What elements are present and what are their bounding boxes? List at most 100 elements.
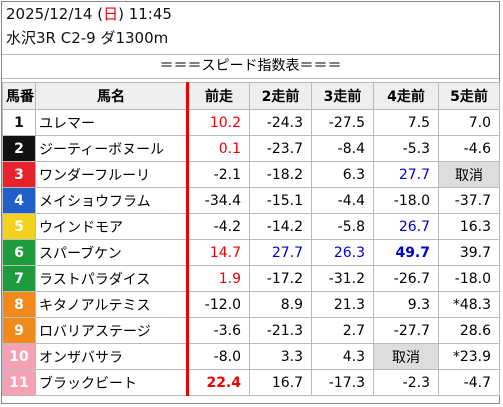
horse-number: 10	[2, 343, 36, 370]
horse-row: 7 ラストパラダイス 1.9 -17.2 -31.2 -26.7 -18.0	[2, 265, 500, 292]
speed-index: -17.2	[249, 265, 312, 292]
speed-index: 4.3	[311, 343, 374, 370]
speed-index: -15.1	[249, 187, 312, 214]
speed-index: 取消	[438, 161, 500, 188]
horse-number: 2	[2, 135, 36, 162]
horse-name: キタノアルテミス	[35, 291, 188, 318]
speed-index: -34.4	[186, 187, 250, 214]
speed-index: -18.0	[373, 187, 439, 214]
date: 2025/12/14 (	[6, 5, 104, 23]
speed-index: -3.6	[186, 317, 250, 344]
horse-name: ウインドモア	[35, 213, 188, 240]
horse-name: スパーブケン	[35, 239, 188, 266]
horse-number: 4	[2, 187, 36, 214]
speed-index: -37.7	[438, 187, 500, 214]
horse-name: ロバリアステージ	[35, 317, 188, 344]
speed-index: 26.7	[373, 213, 439, 240]
speed-index: 21.3	[311, 291, 374, 318]
speed-index: 8.9	[249, 291, 312, 318]
table-title: ＝＝＝スピード指数表＝＝＝	[2, 54, 499, 79]
horse-row: 11 ブラックビート 22.4 16.7 -17.3 -2.3 -4.7	[2, 369, 500, 396]
speed-index: -2.3	[373, 369, 439, 396]
speed-index: -23.7	[249, 135, 312, 162]
speed-index: -18.0	[438, 265, 500, 292]
speed-index: 1.9	[186, 265, 250, 292]
horse-number: 11	[2, 369, 36, 396]
column-header: 馬名	[35, 82, 188, 110]
race-info: 水沢3R C2-9 ダ1300m	[6, 29, 169, 47]
column-header: 2走前	[249, 82, 312, 110]
horse-row: 8 キタノアルテミス -12.0 8.9 21.3 9.3 *48.3	[2, 291, 500, 318]
horse-number: 9	[2, 317, 36, 344]
speed-index: *23.9	[438, 343, 500, 370]
speed-index: 2.7	[311, 317, 374, 344]
speed-index: -8.0	[186, 343, 250, 370]
speed-index: 49.7	[373, 239, 439, 266]
speed-index: -4.2	[186, 213, 250, 240]
speed-index: -2.1	[186, 161, 250, 188]
horse-name: ジーティーボヌール	[35, 135, 188, 162]
column-header: 4走前	[373, 82, 439, 110]
horse-row: 6 スパーブケン 14.7 27.7 26.3 49.7 39.7	[2, 239, 500, 266]
speed-index: 39.7	[438, 239, 500, 266]
speed-index: 16.7	[249, 369, 312, 396]
column-header: 馬番	[2, 82, 36, 110]
horse-number: 3	[2, 161, 36, 188]
horse-name: ワンダーフルーリ	[35, 161, 188, 188]
speed-index: -27.7	[373, 317, 439, 344]
horse-row: 2 ジーティーボヌール 0.1 -23.7 -8.4 -5.3 -4.6	[2, 135, 500, 162]
speed-table: 馬番 馬名 前走 2走前 3走前 4走前 5走前 1 ユレマー 10.2 -24.3 -27.5 7.…	[2, 82, 500, 396]
horse-row: 9 ロバリアステージ -3.6 -21.3 2.7 -27.7 28.6	[2, 317, 500, 344]
speed-index: -4.6	[438, 135, 500, 162]
column-header: 3走前	[311, 82, 374, 110]
horse-row: 5 ウインドモア -4.2 -14.2 -5.8 26.7 16.3	[2, 213, 500, 240]
horse-row: 3 ワンダーフルーリ -2.1 -18.2 6.3 27.7 取消	[2, 161, 500, 188]
speed-index: -21.3	[249, 317, 312, 344]
speed-index: -26.7	[373, 265, 439, 292]
speed-index: 14.7	[186, 239, 250, 266]
speed-index: 27.7	[373, 161, 439, 188]
speed-index: 28.6	[438, 317, 500, 344]
date-line: 2025/12/14 (日) 11:45	[2, 2, 499, 26]
column-header: 5走前	[438, 82, 500, 110]
time: ) 11:45	[118, 5, 172, 23]
speed-index: 9.3	[373, 291, 439, 318]
horse-row: 4 メイショウフラム -34.4 -15.1 -4.4 -18.0 -37.7	[2, 187, 500, 214]
speed-index: 6.3	[311, 161, 374, 188]
speed-index: 26.3	[311, 239, 374, 266]
speed-index: *48.3	[438, 291, 500, 318]
speed-index: 27.7	[249, 239, 312, 266]
speed-index: -8.4	[311, 135, 374, 162]
weekday: 日	[103, 5, 119, 23]
horse-name: ユレマー	[35, 109, 188, 136]
horse-number: 5	[2, 213, 36, 240]
speed-index: 7.0	[438, 109, 500, 136]
speed-index: -24.3	[249, 109, 312, 136]
horse-number: 1	[2, 109, 36, 136]
horse-number: 7	[2, 265, 36, 292]
speed-index: 0.1	[186, 135, 250, 162]
speed-index: -4.4	[311, 187, 374, 214]
speed-index: 22.4	[186, 369, 250, 396]
header-row: 馬番 馬名 前走 2走前 3走前 4走前 5走前	[2, 82, 500, 110]
speed-index: -12.0	[186, 291, 250, 318]
speed-index: -31.2	[311, 265, 374, 292]
horse-name: オンザバサラ	[35, 343, 188, 370]
horse-name: ブラックビート	[35, 369, 188, 396]
horse-number: 6	[2, 239, 36, 266]
horse-row: 10 オンザバサラ -8.0 3.3 4.3 取消 *23.9	[2, 343, 500, 370]
speed-index: 10.2	[186, 109, 250, 136]
horse-name: メイショウフラム	[35, 187, 188, 214]
speed-index: 7.5	[373, 109, 439, 136]
speed-index: -27.5	[311, 109, 374, 136]
speed-index: 3.3	[249, 343, 312, 370]
column-header: 前走	[186, 82, 250, 110]
speed-index: -14.2	[249, 213, 312, 240]
horse-name: ラストパラダイス	[35, 265, 188, 292]
horse-row: 1 ユレマー 10.2 -24.3 -27.5 7.5 7.0	[2, 109, 500, 136]
speed-index: 16.3	[438, 213, 500, 240]
speed-index: -5.3	[373, 135, 439, 162]
speed-index: -5.8	[311, 213, 374, 240]
speed-index: -18.2	[249, 161, 312, 188]
